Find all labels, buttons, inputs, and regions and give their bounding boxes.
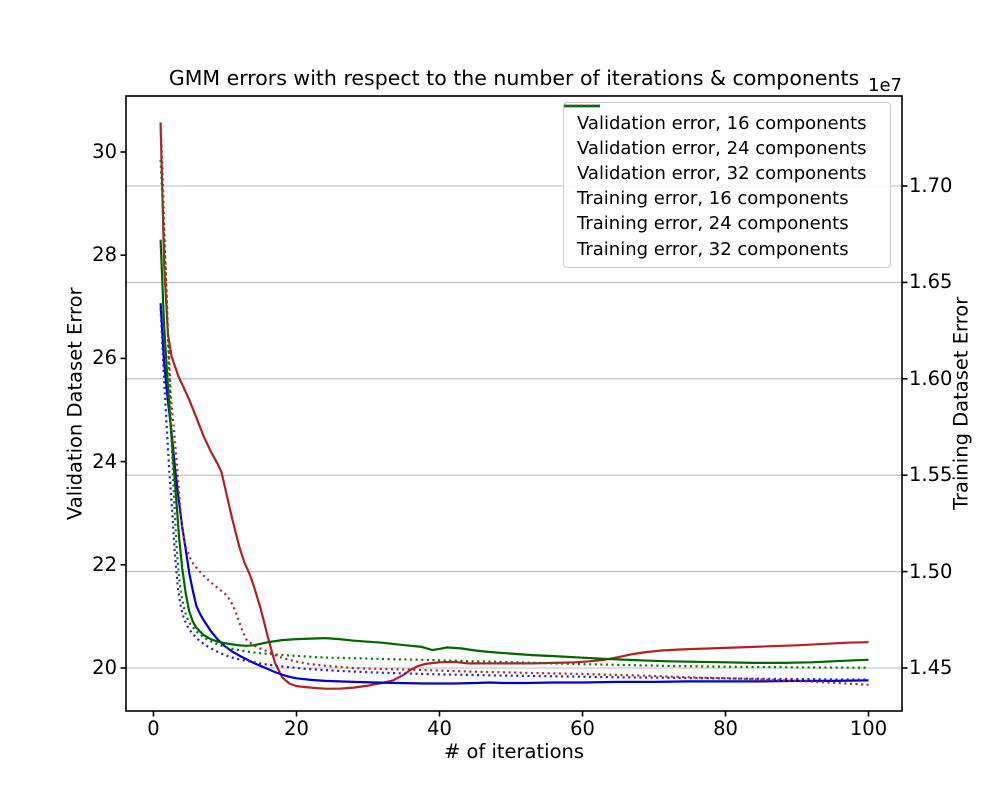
left-tick-label: 22 <box>92 552 117 576</box>
legend-item: Training error, 16 components <box>564 104 890 211</box>
right-tick-label: 1.60 <box>909 366 953 390</box>
x-tick-label: 40 <box>427 717 452 740</box>
right-tick-label: 1.45 <box>909 656 953 679</box>
legend-label: Training error, 32 components <box>577 238 849 260</box>
series-line-4 <box>159 308 869 681</box>
legend-label: Training error, 24 components <box>577 213 849 235</box>
series-line-1 <box>159 303 869 685</box>
series-line-2 <box>159 239 869 665</box>
left-tick-label: 20 <box>92 656 117 679</box>
x-tick-label: 20 <box>284 717 309 740</box>
legend-label: Validation error, 16 components <box>577 113 867 135</box>
plot-border <box>125 95 903 712</box>
legend-line-sample <box>564 104 600 108</box>
series-line-0 <box>159 123 869 690</box>
legend-label: Training error, 16 components <box>577 188 849 210</box>
right-tick-label: 1.65 <box>909 270 953 294</box>
legend-item: Validation error, 16 components <box>564 104 890 136</box>
legend-label: Validation error, 32 components <box>577 163 867 185</box>
series-line-3 <box>159 122 869 686</box>
right-axis-offset-label: 1e7 <box>868 75 902 96</box>
chart-title: GMM errors with respect to the number of… <box>168 66 860 90</box>
right-tick-label: 1.70 <box>909 174 953 197</box>
legend-label: Validation error, 24 components <box>577 138 867 160</box>
legend-item: Training error, 32 components <box>564 104 890 261</box>
left-tick-label: 24 <box>92 449 117 473</box>
legend-item: Validation error, 24 components <box>564 104 890 161</box>
x-axis-label: # of iterations <box>443 740 585 763</box>
x-tick-label: 60 <box>570 717 595 740</box>
series-line-5 <box>159 159 869 669</box>
right-tick-label: 1.55 <box>909 463 953 487</box>
left-tick-label: 30 <box>92 140 117 163</box>
x-tick-label: 100 <box>849 717 888 740</box>
left-axis-label: Validation Dataset Error <box>63 287 87 520</box>
x-tick-label: 0 <box>147 717 160 740</box>
right-tick-label: 1.50 <box>909 559 953 583</box>
left-tick-label: 26 <box>92 346 117 370</box>
legend: Validation error, 16 components Validati… <box>563 102 891 268</box>
x-tick-label: 80 <box>713 717 738 740</box>
legend-item: Validation error, 32 components <box>564 104 890 186</box>
left-tick-label: 28 <box>92 243 117 267</box>
legend-item: Training error, 24 components <box>564 104 890 236</box>
